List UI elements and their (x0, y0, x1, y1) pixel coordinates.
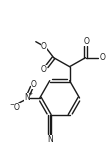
Text: N: N (24, 92, 30, 101)
Text: O: O (41, 42, 47, 51)
Text: O: O (41, 65, 47, 74)
Text: O: O (99, 53, 105, 62)
Text: N: N (47, 135, 53, 144)
Text: +: + (28, 91, 32, 96)
Text: −: − (9, 101, 15, 106)
Text: O: O (14, 102, 20, 112)
Text: O: O (31, 80, 37, 88)
Text: O: O (84, 37, 89, 46)
